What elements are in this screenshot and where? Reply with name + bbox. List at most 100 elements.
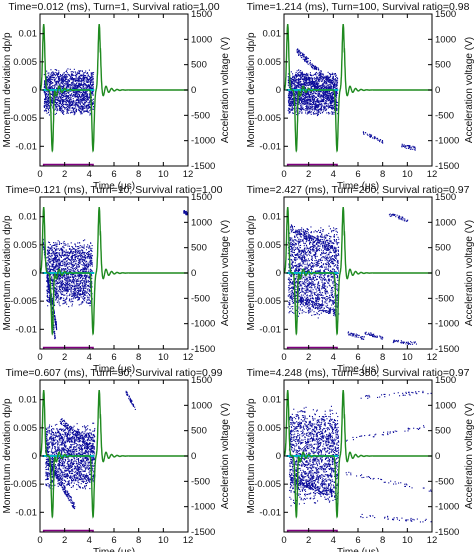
particle-point — [61, 100, 63, 102]
particle-point — [314, 96, 316, 98]
particle-point — [291, 85, 293, 87]
particle-point — [66, 95, 68, 97]
particle-point — [65, 95, 67, 97]
particle-point — [82, 275, 84, 277]
particle-point — [60, 265, 62, 267]
particle-point — [405, 145, 407, 147]
particle-point — [372, 137, 374, 139]
particle-point — [300, 76, 302, 78]
particle-point — [57, 278, 59, 280]
particle-point — [77, 299, 79, 301]
particle-point — [66, 85, 68, 87]
particle-point — [58, 258, 60, 260]
particle-point — [305, 79, 307, 81]
particle-point — [327, 78, 329, 80]
particle-point — [327, 90, 329, 92]
particle-point — [301, 72, 303, 74]
particle-point — [49, 247, 51, 249]
particle-point — [58, 261, 60, 263]
particle-point — [313, 83, 315, 85]
particle-point — [320, 94, 322, 96]
particle-point — [68, 91, 70, 93]
particle-point — [80, 106, 82, 108]
particle-point — [59, 305, 61, 307]
particle-point — [76, 82, 78, 84]
particle-point — [78, 72, 80, 74]
particle-point — [307, 75, 309, 77]
particle-point — [54, 257, 56, 259]
particle-point — [51, 92, 53, 94]
particle-point — [310, 98, 312, 100]
particle-point — [88, 107, 90, 109]
particle-point — [306, 106, 308, 108]
particle-point — [61, 268, 63, 270]
particle-point — [86, 99, 88, 101]
particle-point — [90, 86, 92, 88]
particle-point — [296, 87, 298, 89]
particle-point — [309, 82, 311, 84]
particle-point — [316, 99, 318, 101]
particle-point — [312, 84, 314, 86]
particle-point — [77, 269, 79, 271]
particle-point — [328, 86, 330, 88]
particle-point — [54, 255, 56, 257]
particle-point — [332, 86, 334, 88]
particle-point — [88, 93, 90, 95]
particle-point — [305, 82, 307, 84]
particle-point — [318, 113, 320, 115]
particle-point — [72, 279, 74, 281]
particle-point — [65, 83, 67, 85]
particle-point — [331, 99, 333, 101]
particle-point — [326, 92, 328, 94]
particle-point — [81, 276, 83, 278]
particle-point — [304, 108, 306, 110]
particle-point — [314, 92, 316, 94]
particle-point — [80, 282, 82, 284]
particle-point — [302, 54, 304, 56]
particle-point — [60, 96, 62, 98]
particle-point — [308, 99, 310, 101]
particle-point — [63, 255, 65, 257]
particle-point — [293, 84, 295, 86]
particle-point — [315, 87, 317, 89]
particle-point — [70, 111, 72, 113]
particle-point — [91, 73, 93, 75]
particle-point — [335, 75, 337, 77]
particle-point — [72, 74, 74, 76]
particle-point — [318, 83, 320, 85]
particle-point — [89, 255, 91, 257]
particle-point — [51, 269, 53, 271]
particle-point — [55, 99, 57, 101]
particle-point — [332, 90, 334, 92]
y2-axis-label: Acceleration voltage (V) — [464, 37, 474, 143]
particle-point — [323, 110, 325, 112]
particle-point — [48, 99, 50, 101]
particle-point — [326, 90, 328, 92]
particle-point — [308, 96, 310, 98]
particle-point — [68, 102, 70, 104]
particle-point — [57, 260, 59, 262]
particle-point — [55, 260, 57, 262]
particle-point — [293, 75, 295, 77]
particle-point — [47, 292, 49, 294]
particle-point — [311, 98, 313, 100]
particle-point — [71, 74, 73, 76]
particle-point — [296, 75, 298, 77]
particle-point — [331, 98, 333, 100]
particle-point — [90, 270, 92, 272]
particle-point — [89, 257, 91, 259]
particle-point — [78, 246, 80, 248]
particle-point — [307, 112, 309, 114]
particle-point — [63, 86, 65, 88]
particle-point — [79, 87, 81, 89]
particle-point — [85, 288, 87, 290]
particle-point — [86, 79, 88, 81]
particle-point — [48, 87, 50, 89]
particle-point — [89, 87, 91, 89]
particle-point — [313, 99, 315, 101]
particle-point — [86, 96, 88, 98]
particle-point — [50, 69, 52, 71]
particle-point — [53, 257, 55, 259]
particle-point — [51, 97, 53, 99]
particle-point — [297, 50, 299, 52]
